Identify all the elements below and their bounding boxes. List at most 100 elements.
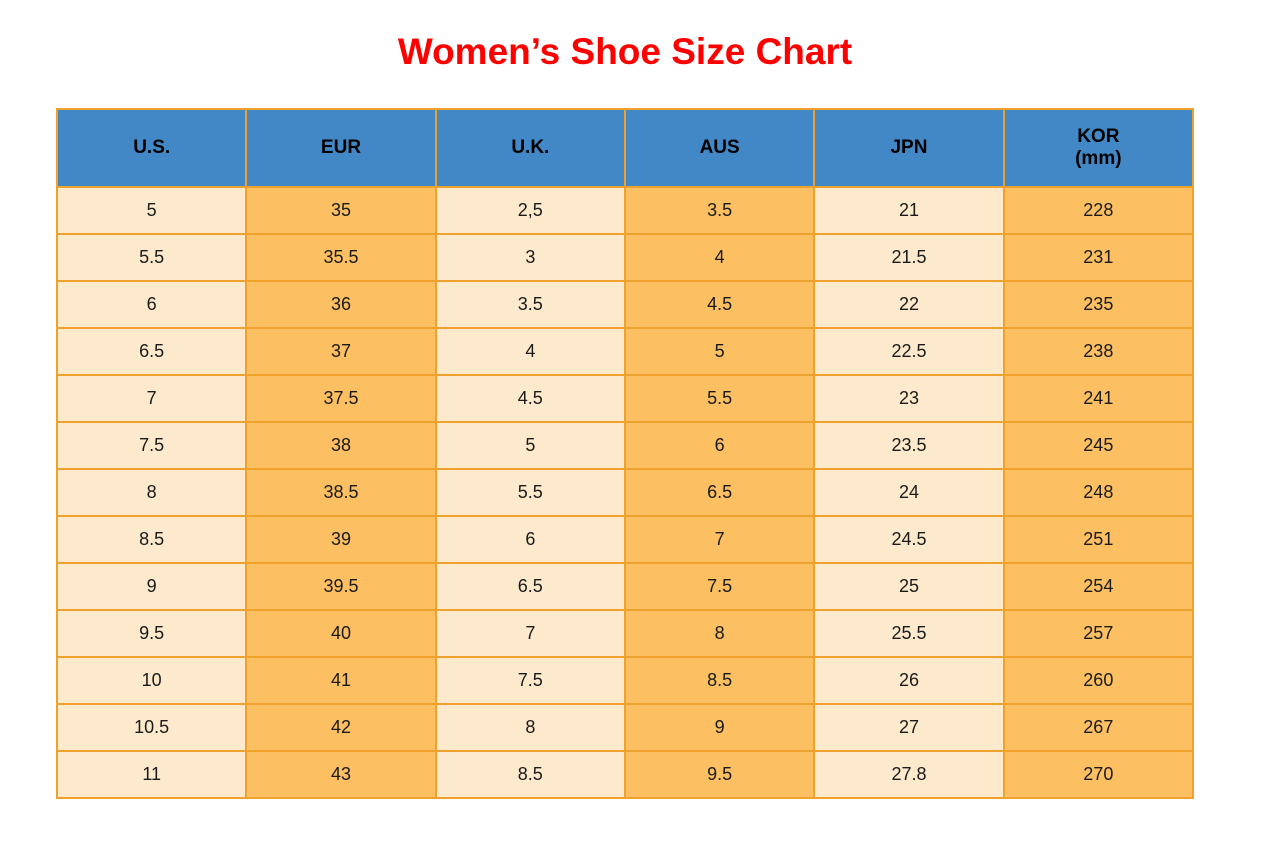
table-cell: 26 [813,656,1005,706]
table-cell: 21 [813,186,1005,236]
table-cell: 27.8 [813,750,1005,800]
content-area: Women’s Shoe Size Chart U.S. EUR U.K. AU… [55,0,1195,800]
table-cell: 27 [813,703,1005,753]
table-cell: 8 [55,468,248,518]
table-cell: 43 [245,750,437,800]
table-cell: 6.5 [55,327,248,377]
table-cell: 7.5 [623,562,816,612]
table-cell: 24.5 [813,515,1005,565]
table-body: 5 35 2,5 3.5 21 228 5.5 35.5 3 4 21.5 231 6 36 3.5 4.5 2… [55,186,1195,800]
table-cell: 42 [245,703,437,753]
table-cell: 235 [1002,280,1195,330]
table-row: 6 36 3.5 4.5 22 235 [55,280,1195,330]
table-cell: 35 [245,186,437,236]
column-header-kor: KOR (mm) [1002,108,1195,189]
table-row: 8 38.5 5.5 6.5 24 248 [55,468,1195,518]
table-cell: 7 [55,374,248,424]
table-cell: 260 [1002,656,1195,706]
table-cell: 10 [55,656,248,706]
table-cell: 5 [434,421,626,471]
table-cell: 6 [623,421,816,471]
table-cell: 37 [245,327,437,377]
table-row: 7 37.5 4.5 5.5 23 241 [55,374,1195,424]
table-cell: 6 [55,280,248,330]
table-row: 9.5 40 7 8 25.5 257 [55,609,1195,659]
column-header-jpn: JPN [813,108,1005,189]
column-header-aus: AUS [623,108,816,189]
table-cell: 9 [623,703,816,753]
table-cell: 22 [813,280,1005,330]
page-title: Women’s Shoe Size Chart [397,31,853,72]
column-header-eur: EUR [245,108,437,189]
table-cell: 7.5 [55,421,248,471]
column-header-us: U.S. [55,108,248,189]
table-cell: 39 [245,515,437,565]
table-cell: 9.5 [623,750,816,800]
table-cell: 35.5 [245,233,437,283]
table-cell: 3.5 [623,186,816,236]
table-cell: 3 [434,233,626,283]
table-cell: 3.5 [434,280,626,330]
table-cell: 11 [55,750,248,800]
table-cell: 37.5 [245,374,437,424]
table-row: 5 35 2,5 3.5 21 228 [55,186,1195,236]
table-cell: 21.5 [813,233,1005,283]
table-cell: 5.5 [623,374,816,424]
table-cell: 4.5 [623,280,816,330]
table-cell: 6.5 [434,562,626,612]
table-cell: 10.5 [55,703,248,753]
table-cell: 9 [55,562,248,612]
table-cell: 25 [813,562,1005,612]
table-cell: 6.5 [623,468,816,518]
table-cell: 24 [813,468,1005,518]
table-cell: 245 [1002,421,1195,471]
table-cell: 8.5 [623,656,816,706]
table-cell: 257 [1002,609,1195,659]
table-cell: 5.5 [55,233,248,283]
table-cell: 251 [1002,515,1195,565]
table-cell: 9.5 [55,609,248,659]
table-row: 11 43 8.5 9.5 27.8 270 [55,750,1195,800]
table-cell: 8.5 [434,750,626,800]
table-row: 5.5 35.5 3 4 21.5 231 [55,233,1195,283]
table-cell: 23.5 [813,421,1005,471]
table-cell: 8.5 [55,515,248,565]
table-cell: 7 [434,609,626,659]
table-row: 10 41 7.5 8.5 26 260 [55,656,1195,706]
shoe-size-chart-table: U.S. EUR U.K. AUS JPN KOR (mm) 5 35 2,5 3.5… [55,108,1195,800]
table-cell: 40 [245,609,437,659]
table-cell: 228 [1002,186,1195,236]
table-cell: 6 [434,515,626,565]
table-cell: 238 [1002,327,1195,377]
table-cell: 41 [245,656,437,706]
table-row: 6.5 37 4 5 22.5 238 [55,327,1195,377]
table-cell: 4.5 [434,374,626,424]
table-cell: 36 [245,280,437,330]
table-cell: 38 [245,421,437,471]
table-cell: 254 [1002,562,1195,612]
table-cell: 7 [623,515,816,565]
table-row: 10.5 42 8 9 27 267 [55,703,1195,753]
table-cell: 22.5 [813,327,1005,377]
table-header: U.S. EUR U.K. AUS JPN KOR (mm) [55,108,1195,189]
table-cell: 39.5 [245,562,437,612]
table-cell: 267 [1002,703,1195,753]
table-row: 8.5 39 6 7 24.5 251 [55,515,1195,565]
table-cell: 5.5 [434,468,626,518]
table-row: 7.5 38 5 6 23.5 245 [55,421,1195,471]
table-cell: 270 [1002,750,1195,800]
table-cell: 5 [623,327,816,377]
table-cell: 23 [813,374,1005,424]
table-cell: 248 [1002,468,1195,518]
column-header-uk: U.K. [434,108,626,189]
table-cell: 38.5 [245,468,437,518]
table-cell: 8 [623,609,816,659]
table-cell: 8 [434,703,626,753]
column-header-kor-unit: (mm) [1075,148,1122,170]
table-cell: 7.5 [434,656,626,706]
table-cell: 4 [434,327,626,377]
table-cell: 25.5 [813,609,1005,659]
header-row: U.S. EUR U.K. AUS JPN KOR (mm) [55,108,1195,189]
table-cell: 5 [55,186,248,236]
